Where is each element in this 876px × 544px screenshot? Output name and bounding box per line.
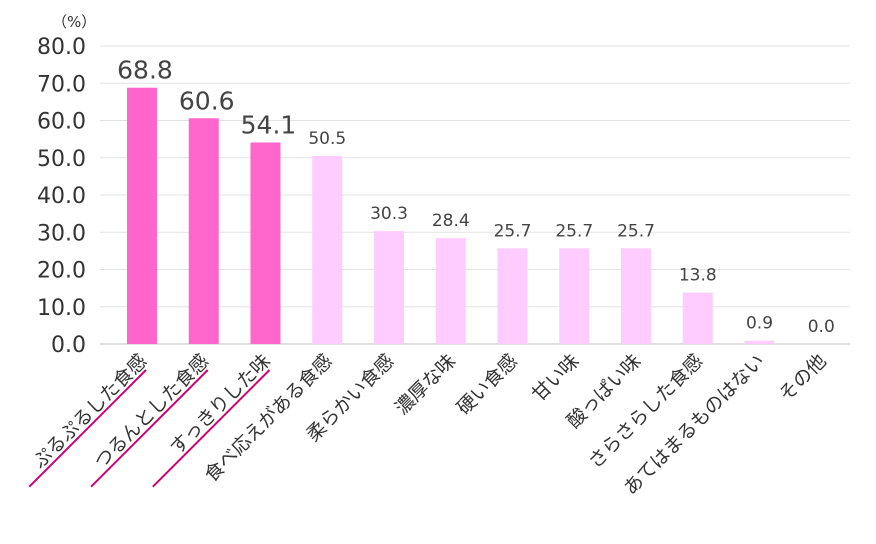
y-axis-unit-label: （%） (52, 13, 96, 31)
bars (127, 87, 775, 344)
y-tick-label: 10.0 (37, 296, 86, 321)
y-axis-ticks: 0.0 10.0 20.0 30.0 40.0 50.0 60.0 70.0 80.0 (37, 35, 86, 358)
data-label: 30.3 (370, 204, 408, 224)
bar (621, 248, 651, 344)
bar (435, 238, 466, 344)
value-labels: 68.860.654.1 50.5 30.3 28.4 25.7 25.7 25.7 13.8… (117, 56, 835, 337)
bar (127, 87, 157, 344)
y-tick-label: 60.0 (37, 110, 86, 135)
data-label: 28.4 (432, 211, 470, 231)
highlight-underlines (28, 369, 271, 488)
y-tick-label: 70.0 (37, 72, 86, 97)
data-label: 25.7 (555, 221, 593, 241)
bar (744, 340, 775, 344)
highlight-underline (90, 369, 209, 488)
data-label: 50.5 (308, 129, 346, 149)
data-label: 0.0 (808, 317, 835, 337)
data-label: 25.7 (494, 221, 532, 241)
y-tick-label: 40.0 (37, 184, 86, 209)
x-tick-label: 濃厚な味 (391, 350, 460, 419)
data-label: 60.6 (179, 86, 235, 115)
data-label: 0.9 (746, 314, 773, 334)
data-label: 68.8 (117, 56, 173, 85)
bar (682, 292, 713, 344)
y-tick-label: 30.0 (37, 221, 86, 246)
x-tick-label: ぷるぷるした食感 (28, 350, 151, 473)
x-tick-label: 硬い食感 (453, 350, 522, 419)
highlight-underline (28, 369, 147, 488)
bar (188, 118, 219, 344)
y-tick-label: 0.0 (51, 333, 86, 358)
data-label: 25.7 (617, 221, 655, 241)
y-tick-label: 20.0 (37, 259, 86, 284)
bar (374, 231, 404, 344)
highlight-underline (152, 369, 271, 488)
gridlines (100, 45, 850, 345)
bar (497, 248, 528, 344)
x-tick-label: さらさらした食感 (584, 350, 707, 473)
bar (312, 155, 343, 344)
data-label: 13.8 (679, 266, 717, 286)
y-tick-label: 80.0 (37, 35, 86, 60)
x-tick-label: その他 (775, 350, 831, 406)
x-tick-label: つるんとした食感 (90, 350, 213, 473)
y-tick-label: 50.0 (37, 147, 86, 172)
bar (559, 248, 590, 344)
data-label: 54.1 (241, 110, 297, 139)
bar (250, 142, 281, 344)
x-tick-label: 甘い味 (528, 350, 584, 406)
x-axis-labels: ぷるぷるした食感つるんとした食感すっきりした味食べ応えがある食感柔らかい食感濃厚… (28, 350, 830, 499)
